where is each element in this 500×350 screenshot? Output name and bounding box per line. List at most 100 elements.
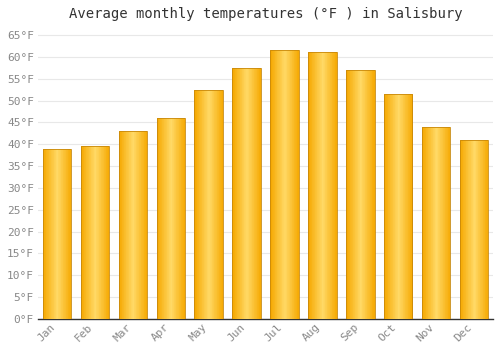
Bar [424, 127, 425, 319]
Bar [58, 148, 59, 319]
Bar [260, 68, 261, 319]
Bar [425, 127, 426, 319]
Bar [85, 146, 86, 319]
Bar [363, 70, 364, 319]
Bar [292, 50, 293, 319]
Bar [318, 52, 319, 319]
Bar [366, 70, 367, 319]
Bar [387, 94, 388, 319]
Bar [198, 90, 199, 319]
Bar [145, 131, 146, 319]
Bar [92, 146, 93, 319]
Bar [242, 68, 243, 319]
Bar [212, 90, 213, 319]
Bar [371, 70, 372, 319]
Bar [239, 68, 240, 319]
Bar [360, 70, 361, 319]
Bar [251, 68, 252, 319]
Bar [291, 50, 292, 319]
Bar [90, 146, 92, 319]
Bar [326, 52, 327, 319]
Bar [135, 131, 136, 319]
Bar [479, 140, 480, 319]
Bar [170, 118, 171, 319]
Bar [284, 50, 286, 319]
Bar [472, 140, 473, 319]
Bar [62, 148, 63, 319]
Bar [460, 140, 488, 319]
Bar [63, 148, 64, 319]
Bar [428, 127, 429, 319]
Bar [394, 94, 396, 319]
Bar [236, 68, 238, 319]
Bar [43, 148, 44, 319]
Bar [352, 70, 354, 319]
Bar [324, 52, 326, 319]
Bar [221, 90, 222, 319]
Bar [138, 131, 140, 319]
Bar [158, 118, 160, 319]
Bar [442, 127, 444, 319]
Bar [279, 50, 280, 319]
Bar [308, 52, 309, 319]
Bar [440, 127, 441, 319]
Bar [128, 131, 130, 319]
Bar [205, 90, 206, 319]
Bar [195, 90, 196, 319]
Bar [460, 140, 462, 319]
Bar [273, 50, 274, 319]
Bar [478, 140, 479, 319]
Bar [55, 148, 56, 319]
Bar [136, 131, 137, 319]
Bar [245, 68, 246, 319]
Bar [176, 118, 178, 319]
Bar [359, 70, 360, 319]
Bar [439, 127, 440, 319]
Bar [206, 90, 208, 319]
Bar [100, 146, 102, 319]
Bar [410, 94, 411, 319]
Bar [177, 118, 178, 319]
Bar [222, 90, 223, 319]
Bar [388, 94, 389, 319]
Bar [437, 127, 438, 319]
Bar [351, 70, 352, 319]
Bar [94, 146, 95, 319]
Bar [349, 70, 350, 319]
Bar [43, 148, 72, 319]
Bar [203, 90, 204, 319]
Bar [118, 131, 120, 319]
Bar [358, 70, 359, 319]
Bar [311, 52, 312, 319]
Bar [391, 94, 392, 319]
Bar [276, 50, 278, 319]
Bar [142, 131, 143, 319]
Bar [369, 70, 370, 319]
Bar [422, 127, 450, 319]
Bar [60, 148, 62, 319]
Bar [444, 127, 446, 319]
Bar [462, 140, 463, 319]
Bar [52, 148, 53, 319]
Bar [194, 90, 196, 319]
Bar [476, 140, 477, 319]
Bar [184, 118, 185, 319]
Bar [280, 50, 281, 319]
Bar [215, 90, 216, 319]
Bar [477, 140, 478, 319]
Bar [486, 140, 487, 319]
Bar [240, 68, 241, 319]
Bar [44, 148, 45, 319]
Bar [431, 127, 432, 319]
Bar [485, 140, 486, 319]
Bar [396, 94, 397, 319]
Bar [290, 50, 291, 319]
Bar [448, 127, 449, 319]
Bar [70, 148, 72, 319]
Bar [66, 148, 67, 319]
Bar [200, 90, 201, 319]
Bar [134, 131, 135, 319]
Bar [49, 148, 50, 319]
Bar [399, 94, 400, 319]
Bar [208, 90, 209, 319]
